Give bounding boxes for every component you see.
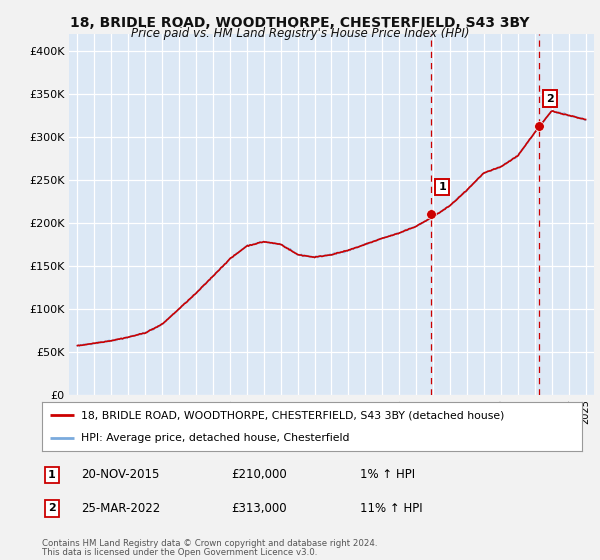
Text: 18, BRIDLE ROAD, WOODTHORPE, CHESTERFIELD, S43 3BY: 18, BRIDLE ROAD, WOODTHORPE, CHESTERFIEL… [70,16,530,30]
Text: £210,000: £210,000 [231,468,287,482]
Text: 25-MAR-2022: 25-MAR-2022 [81,502,160,515]
Text: Contains HM Land Registry data © Crown copyright and database right 2024.: Contains HM Land Registry data © Crown c… [42,539,377,548]
Text: 11% ↑ HPI: 11% ↑ HPI [360,502,422,515]
Text: 18, BRIDLE ROAD, WOODTHORPE, CHESTERFIELD, S43 3BY (detached house): 18, BRIDLE ROAD, WOODTHORPE, CHESTERFIEL… [81,410,504,421]
Text: 1: 1 [48,470,55,480]
Text: 1: 1 [438,182,446,192]
Text: 20-NOV-2015: 20-NOV-2015 [81,468,160,482]
Text: 2: 2 [48,503,55,514]
Text: Price paid vs. HM Land Registry's House Price Index (HPI): Price paid vs. HM Land Registry's House … [131,27,469,40]
Text: 1% ↑ HPI: 1% ↑ HPI [360,468,415,482]
Text: HPI: Average price, detached house, Chesterfield: HPI: Average price, detached house, Ches… [81,433,349,444]
Text: £313,000: £313,000 [231,502,287,515]
Text: This data is licensed under the Open Government Licence v3.0.: This data is licensed under the Open Gov… [42,548,317,557]
Text: 2: 2 [546,94,553,104]
